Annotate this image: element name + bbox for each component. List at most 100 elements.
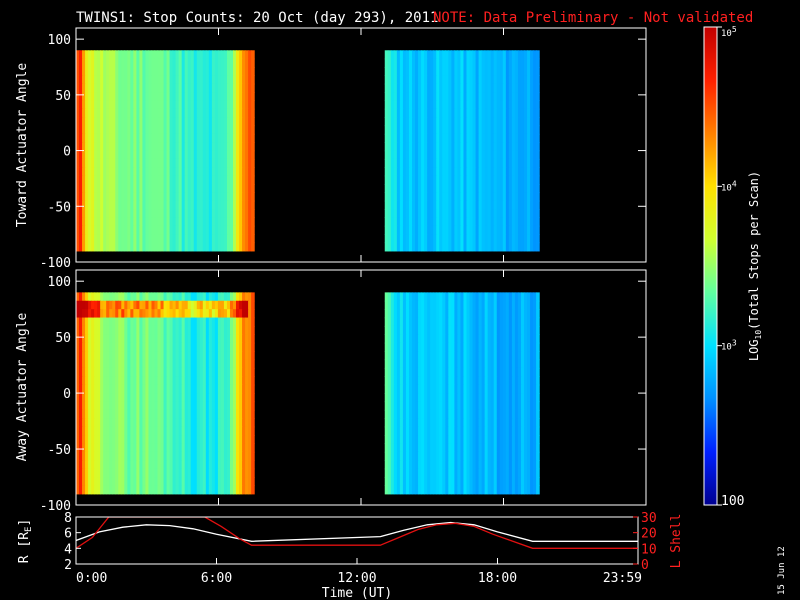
heatmap-cell xyxy=(466,225,471,235)
heatmap-cell xyxy=(499,192,504,202)
heatmap-cell xyxy=(148,317,153,327)
heatmap-cell xyxy=(430,133,434,143)
heatmap-cell xyxy=(393,234,398,244)
heatmap-cell xyxy=(76,133,80,143)
heatmap-cell xyxy=(408,418,413,428)
heatmap-cell xyxy=(390,133,395,143)
heatmap-cell xyxy=(393,325,398,335)
heatmap-cell xyxy=(445,359,449,369)
heatmap-cell xyxy=(139,67,144,76)
heatmap-cell xyxy=(496,150,501,160)
heatmap-cell xyxy=(439,209,443,219)
heatmap-cell xyxy=(448,100,452,110)
heatmap-cell xyxy=(91,58,95,68)
heatmap-cell xyxy=(214,468,219,478)
heatmap-cell xyxy=(127,108,131,118)
heatmap-cell xyxy=(94,367,98,377)
heatmap-cell xyxy=(196,451,201,461)
heatmap-cell xyxy=(457,133,462,143)
heatmap-cell xyxy=(136,300,141,310)
heatmap-cell xyxy=(175,125,180,135)
heatmap-cell xyxy=(97,451,101,461)
heatmap-cell xyxy=(445,125,449,135)
heatmap-cell xyxy=(536,92,540,102)
heatmap-cell xyxy=(199,409,204,419)
heatmap-cell xyxy=(466,158,471,168)
heatmap-cell xyxy=(427,125,431,135)
heatmap-cell xyxy=(103,292,107,302)
heatmap-cell xyxy=(454,418,458,428)
heatmap-cell xyxy=(88,58,92,68)
heatmap-cell xyxy=(387,376,392,386)
heatmap-cell xyxy=(97,125,101,135)
heatmap-cell xyxy=(226,209,231,219)
heatmap-cell xyxy=(211,184,216,193)
heatmap-cell xyxy=(472,192,477,202)
heatmap-cell xyxy=(76,309,80,319)
heatmap-cell xyxy=(505,117,510,127)
heatmap-cell xyxy=(396,426,401,436)
heatmap-cell xyxy=(85,67,89,76)
heatmap-cell xyxy=(76,401,80,411)
heatmap-cell xyxy=(508,309,513,319)
heatmap-cell xyxy=(390,367,395,377)
heatmap-cell xyxy=(499,67,504,76)
heatmap-cell xyxy=(393,83,398,93)
heatmap-cell xyxy=(390,58,395,68)
heatmap-cell xyxy=(136,117,141,127)
heatmap-cell xyxy=(181,376,186,386)
heatmap-cell xyxy=(496,292,501,302)
heatmap-cell xyxy=(115,317,119,327)
heatmap-cell xyxy=(430,393,434,403)
heatmap-cell xyxy=(433,292,437,302)
heatmap-cell xyxy=(433,317,437,327)
heatmap-cell xyxy=(415,209,419,219)
heatmap-cell xyxy=(448,175,452,185)
heatmap-cell xyxy=(527,108,531,118)
heatmap-cell xyxy=(408,376,413,386)
heatmap-cell xyxy=(202,393,207,403)
heatmap-cell xyxy=(502,158,507,168)
heatmap-cell xyxy=(106,142,110,152)
heatmap-cell xyxy=(405,175,410,185)
heatmap-cell xyxy=(142,184,147,193)
heatmap-cell xyxy=(251,217,255,227)
heatmap-cell xyxy=(115,393,119,403)
heatmap-cell xyxy=(109,309,113,319)
heatmap-cell xyxy=(481,393,486,403)
heatmap-cell xyxy=(208,418,213,428)
heatmap-cell xyxy=(466,367,471,377)
heatmap-cell xyxy=(211,117,216,127)
heatmap-cell xyxy=(502,150,507,160)
heatmap-cell xyxy=(151,384,156,394)
heatmap-cell xyxy=(451,58,455,68)
heatmap-cell xyxy=(115,192,119,202)
heatmap-cell xyxy=(145,133,150,143)
heatmap-cell xyxy=(151,460,156,470)
heatmap-cell xyxy=(484,342,489,352)
heatmap-cell xyxy=(430,418,434,428)
heatmap-cell xyxy=(424,125,428,135)
heatmap-cell xyxy=(487,376,492,386)
heatmap-cell xyxy=(133,468,137,478)
heatmap-cell xyxy=(415,234,419,244)
heatmap-cell xyxy=(217,384,222,394)
heatmap-cell xyxy=(466,125,471,135)
heatmap-cell xyxy=(133,234,137,244)
heatmap-cell xyxy=(172,133,177,143)
heatmap-cell xyxy=(172,351,177,361)
heatmap-cell xyxy=(248,83,252,93)
heatmap-cell xyxy=(145,477,150,487)
heatmap-cell xyxy=(136,167,141,177)
heatmap-cell xyxy=(145,184,150,193)
heatmap-cell xyxy=(466,384,471,394)
heatmap-cell xyxy=(396,192,401,202)
heatmap-cell xyxy=(242,242,246,252)
heatmap-cell xyxy=(384,133,389,143)
heatmap-cell xyxy=(133,225,137,235)
heatmap-cell xyxy=(178,200,183,210)
heatmap-cell xyxy=(436,133,440,143)
heatmap-cell xyxy=(97,460,101,470)
heatmap-cell xyxy=(136,376,141,386)
